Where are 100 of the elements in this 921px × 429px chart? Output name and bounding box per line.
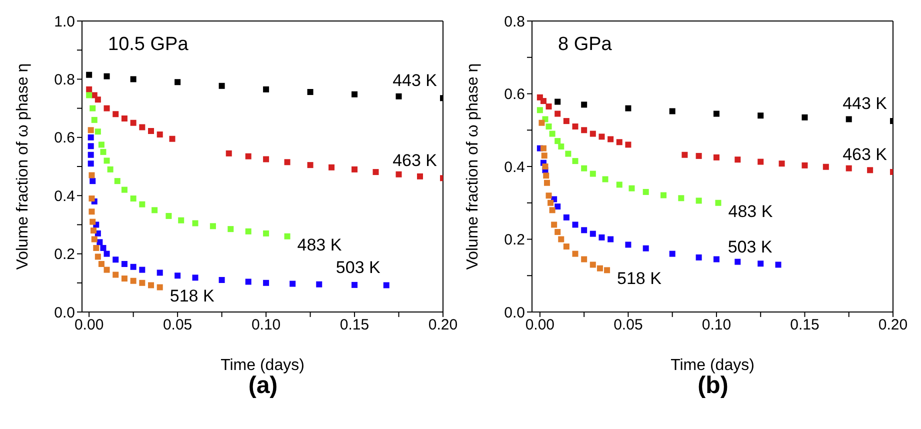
point bbox=[775, 262, 782, 268]
series-label: 463 K bbox=[842, 144, 888, 164]
point bbox=[104, 266, 110, 273]
point bbox=[682, 152, 688, 158]
point bbox=[210, 223, 216, 230]
point bbox=[396, 171, 402, 178]
point bbox=[846, 165, 852, 172]
point bbox=[86, 92, 92, 98]
point bbox=[604, 267, 610, 274]
point bbox=[696, 254, 702, 260]
point bbox=[88, 172, 95, 178]
point bbox=[581, 127, 588, 134]
point bbox=[90, 105, 96, 112]
point bbox=[542, 164, 548, 170]
point bbox=[94, 254, 101, 260]
point bbox=[130, 120, 136, 126]
point bbox=[546, 192, 552, 199]
point bbox=[228, 226, 234, 232]
point bbox=[174, 79, 181, 86]
series-label: 483 K bbox=[297, 235, 342, 254]
point bbox=[121, 186, 128, 193]
point bbox=[549, 130, 556, 137]
x-axis-title: Time (days) bbox=[670, 357, 754, 374]
y-tick-label: 0.6 bbox=[504, 86, 525, 104]
point bbox=[625, 105, 632, 112]
point bbox=[96, 239, 103, 246]
y-tick-label: 0.8 bbox=[54, 72, 75, 89]
point bbox=[628, 185, 635, 192]
point bbox=[554, 204, 561, 210]
point bbox=[263, 156, 270, 162]
point bbox=[696, 152, 702, 159]
point bbox=[88, 208, 95, 215]
annotation: 10.5 GPa bbox=[108, 34, 188, 56]
point bbox=[669, 250, 676, 257]
point bbox=[563, 244, 570, 250]
point bbox=[846, 116, 852, 122]
point bbox=[563, 118, 570, 124]
point bbox=[758, 260, 764, 267]
point bbox=[383, 282, 390, 288]
point bbox=[284, 233, 290, 240]
point bbox=[328, 164, 335, 170]
point bbox=[554, 98, 561, 105]
series-label: 483 K bbox=[728, 202, 774, 221]
point bbox=[307, 89, 314, 96]
point bbox=[642, 245, 649, 252]
point bbox=[100, 244, 106, 251]
point bbox=[616, 139, 622, 146]
y-tick-label: 0.4 bbox=[54, 188, 75, 205]
text: (a) bbox=[247, 372, 278, 400]
point bbox=[148, 282, 154, 288]
point bbox=[290, 280, 296, 287]
point bbox=[558, 143, 564, 150]
point bbox=[169, 136, 176, 142]
point bbox=[121, 276, 128, 282]
point bbox=[263, 230, 270, 236]
x-tick-label: 0.10 bbox=[702, 316, 732, 334]
point bbox=[130, 264, 136, 270]
point bbox=[98, 260, 104, 267]
point bbox=[88, 196, 95, 202]
point bbox=[572, 250, 578, 257]
point bbox=[226, 150, 232, 156]
point bbox=[372, 169, 379, 176]
point bbox=[88, 152, 94, 158]
point bbox=[581, 102, 588, 108]
point bbox=[130, 76, 136, 82]
y-tick-label: 0.2 bbox=[504, 232, 525, 249]
point bbox=[546, 123, 552, 130]
point bbox=[554, 138, 561, 144]
x-tick-label: 0.05 bbox=[162, 316, 192, 334]
point bbox=[192, 274, 198, 281]
point bbox=[546, 103, 552, 110]
y-tick-label: 0.2 bbox=[54, 246, 75, 264]
y-tick-label: 0.0 bbox=[54, 304, 75, 322]
point bbox=[307, 162, 314, 168]
point bbox=[696, 198, 702, 204]
point bbox=[608, 236, 614, 242]
point bbox=[91, 116, 98, 123]
point bbox=[112, 256, 119, 263]
point bbox=[88, 160, 94, 167]
point bbox=[86, 72, 92, 78]
point bbox=[93, 244, 100, 251]
x-tick-label: 0.15 bbox=[790, 316, 820, 334]
point bbox=[590, 130, 596, 137]
point bbox=[104, 158, 110, 164]
point bbox=[156, 284, 163, 290]
point bbox=[551, 222, 558, 228]
point bbox=[245, 228, 252, 234]
x-tick-label: 0.10 bbox=[251, 316, 281, 334]
x-tick-label: 0.05 bbox=[614, 316, 643, 334]
point bbox=[558, 236, 564, 242]
point bbox=[166, 212, 172, 219]
point bbox=[104, 73, 110, 80]
point bbox=[590, 170, 596, 177]
point bbox=[104, 105, 110, 112]
point bbox=[178, 217, 184, 224]
point bbox=[104, 250, 110, 257]
y-tick-label: 0.4 bbox=[504, 158, 525, 176]
point bbox=[822, 164, 829, 170]
point bbox=[416, 173, 423, 180]
point bbox=[596, 265, 603, 272]
